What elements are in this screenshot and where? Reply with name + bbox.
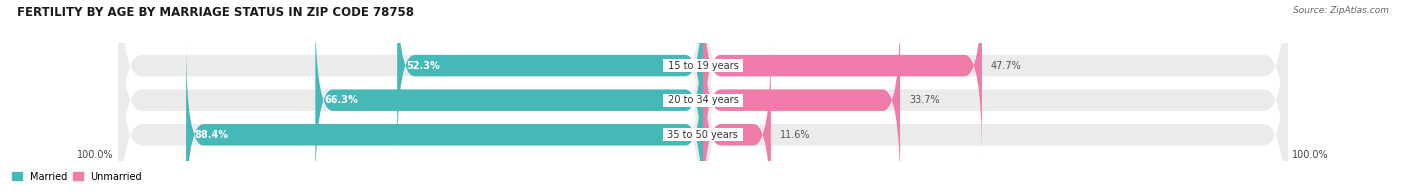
Text: 88.4%: 88.4% bbox=[195, 130, 229, 140]
FancyBboxPatch shape bbox=[703, 0, 981, 159]
Text: 33.7%: 33.7% bbox=[908, 95, 939, 105]
FancyBboxPatch shape bbox=[703, 0, 1288, 193]
Text: 47.7%: 47.7% bbox=[991, 61, 1021, 71]
FancyBboxPatch shape bbox=[703, 0, 1288, 196]
FancyBboxPatch shape bbox=[118, 0, 703, 193]
Text: Source: ZipAtlas.com: Source: ZipAtlas.com bbox=[1294, 6, 1389, 15]
FancyBboxPatch shape bbox=[703, 7, 900, 193]
FancyBboxPatch shape bbox=[118, 0, 703, 196]
FancyBboxPatch shape bbox=[186, 42, 703, 196]
Text: 100.0%: 100.0% bbox=[1292, 150, 1329, 160]
Text: FERTILITY BY AGE BY MARRIAGE STATUS IN ZIP CODE 78758: FERTILITY BY AGE BY MARRIAGE STATUS IN Z… bbox=[17, 6, 413, 19]
FancyBboxPatch shape bbox=[703, 42, 770, 196]
FancyBboxPatch shape bbox=[315, 7, 703, 193]
Text: 66.3%: 66.3% bbox=[325, 95, 359, 105]
FancyBboxPatch shape bbox=[703, 7, 1288, 196]
Text: 15 to 19 years: 15 to 19 years bbox=[665, 61, 741, 71]
Text: 35 to 50 years: 35 to 50 years bbox=[665, 130, 741, 140]
FancyBboxPatch shape bbox=[396, 0, 703, 159]
Text: 20 to 34 years: 20 to 34 years bbox=[665, 95, 741, 105]
Text: 52.3%: 52.3% bbox=[406, 61, 440, 71]
Text: 11.6%: 11.6% bbox=[779, 130, 810, 140]
FancyBboxPatch shape bbox=[118, 7, 703, 196]
Text: 100.0%: 100.0% bbox=[77, 150, 114, 160]
Legend: Married, Unmarried: Married, Unmarried bbox=[13, 172, 142, 182]
